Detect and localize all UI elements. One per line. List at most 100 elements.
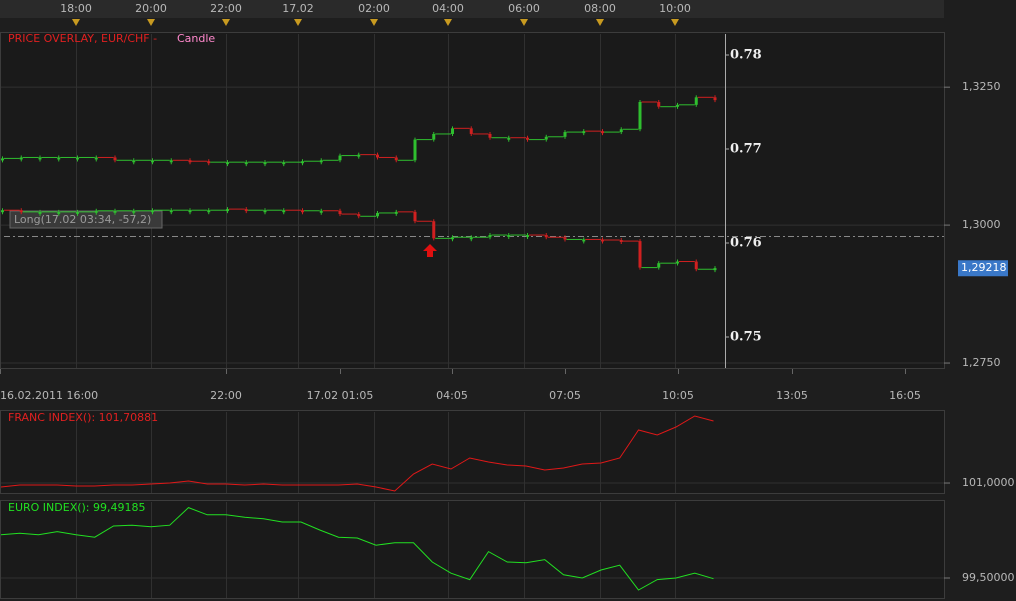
candle [151,160,154,163]
price-label: 1,29218 [961,261,1007,274]
candle [357,154,361,157]
candle [132,210,136,213]
candle [451,237,454,240]
candle [151,210,154,213]
candle [432,221,436,239]
top-timeline-bar [0,0,944,18]
candle [601,131,604,134]
timeline-marker [370,19,378,26]
candle [601,239,604,242]
time-axis-label: 16.02.2011 16:00 [0,389,98,402]
candle [694,97,698,105]
time-axis-label: 10:05 [662,389,694,402]
candle [319,160,323,163]
timeline-marker [596,19,604,26]
candle [451,128,454,134]
candle [338,155,342,161]
time-axis-label: 17.02 01:05 [307,389,374,402]
candle [488,235,492,238]
candle [488,133,492,138]
timeline-marker [444,19,452,26]
candle [544,235,548,238]
entry-arrow [423,244,437,257]
time-axis-label: 07:05 [549,389,581,402]
candle [169,210,173,213]
candle [301,210,304,213]
timeline-marker [222,19,230,26]
candle [526,137,529,140]
y-tick-label: 1,3000 [962,218,1001,231]
candle [582,131,586,134]
style-label: Candle [177,32,215,45]
candle [394,211,398,214]
candle [638,102,642,130]
candle [226,162,229,165]
overlay-tick-label: 0.76 [730,236,762,251]
candle [301,161,304,164]
candle [57,211,61,214]
candle [657,263,661,268]
candle [413,139,417,161]
candle [244,162,248,165]
y-tick-label: 1,3250 [962,80,1001,93]
overlay-tick-label: 0.77 [730,142,762,157]
candle [132,160,136,163]
position-annotation: Long(17.02 03:34, -57,2) [14,213,151,226]
candle [19,157,23,160]
timeline-marker [520,19,528,26]
timeline-label: 22:00 [210,2,242,15]
index-line [0,415,714,492]
candle [338,210,342,215]
y-tick-label: 99,50000 [962,571,1015,584]
timeline-label: 18:00 [60,2,92,15]
timeline-label: 02:00 [358,2,390,15]
franc-panel-title: FRANC INDEX(): 101,70881 [8,411,158,424]
candle [619,240,623,242]
candle [188,160,192,163]
candle [638,241,642,268]
candle [413,211,417,222]
candle [676,104,679,107]
candle [582,239,586,242]
candle [469,128,473,134]
price-panel [0,32,945,369]
candle [207,161,211,164]
candle [376,212,379,217]
y-tick-label: 1,2750 [962,356,1001,369]
index-line [0,507,714,591]
candle [1,158,4,161]
y-tick-label: 101,0000 [962,476,1015,489]
candle [563,237,567,240]
candle [113,210,117,213]
candle [244,209,248,212]
candle [263,210,267,213]
candle [619,129,623,133]
candle [394,157,398,161]
timeline-label: 08:00 [584,2,616,15]
candle [57,157,61,160]
candle [38,157,42,160]
candle [282,162,286,165]
candle [282,210,286,213]
candle [563,132,567,137]
candle [113,157,117,161]
candle [263,162,267,165]
time-axis-label: 13:05 [776,389,808,402]
candle [1,210,4,213]
position-annotation-box [9,210,163,229]
timeline-label: 04:00 [432,2,464,15]
candle [432,133,436,140]
franc-panel [0,410,945,494]
candle [657,102,661,107]
euro-panel-title: EURO INDEX(): 99,49185 [8,501,146,514]
candle [357,214,361,217]
candle [713,97,717,101]
time-axis-label: 04:05 [436,389,468,402]
price-panel-title: PRICE OVERLAY, EUR/CHF - [8,32,157,45]
candle [676,261,679,264]
candle [507,137,511,140]
candle [544,136,548,140]
grid [1,34,944,598]
candle [507,235,511,238]
